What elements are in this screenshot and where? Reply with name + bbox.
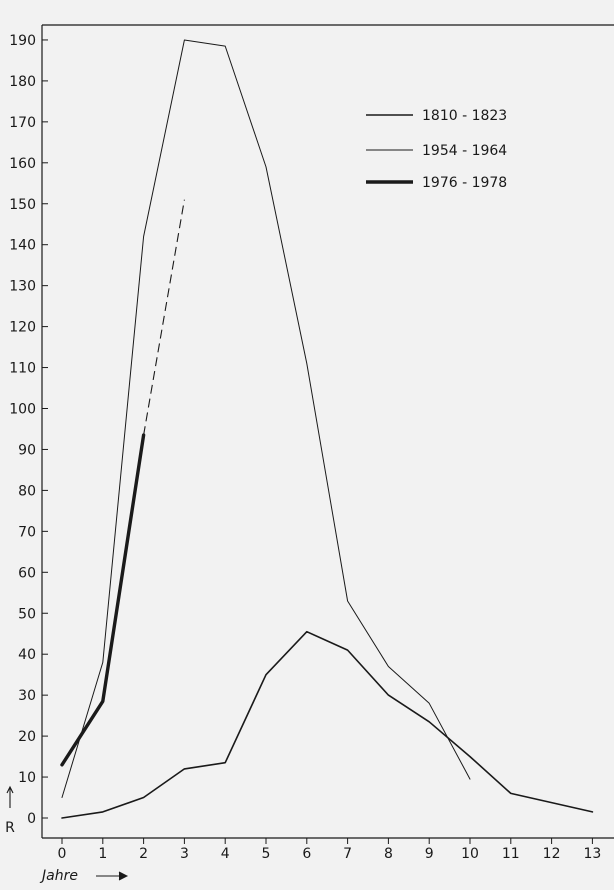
series-extrapolation-3: [143, 199, 185, 436]
series-line-3: [60, 433, 146, 767]
y-tick-label: 170: [9, 115, 36, 131]
legend-label-2: 1954 - 1964: [422, 143, 507, 159]
series-line-2: [61, 39, 471, 798]
x-tick-label: 8: [384, 846, 393, 862]
y-tick-label: 100: [9, 402, 36, 418]
x-tick-label: 7: [343, 846, 352, 862]
x-tick-label: 6: [302, 846, 311, 862]
y-tick-label: 50: [18, 606, 36, 622]
x-tick-label: 0: [58, 846, 67, 862]
legend: 1810 - 1823 1954 - 1964 1976 - 1978: [366, 108, 507, 191]
y-tick-label: 60: [18, 565, 36, 581]
axis-labels: R Jahre: [5, 785, 129, 884]
legend-label-1: 1810 - 1823: [422, 108, 507, 124]
plot-frame: [41, 24, 614, 839]
y-tick-label: 80: [18, 483, 36, 499]
x-tick-label: 5: [262, 846, 271, 862]
x-tick-label: 2: [139, 846, 148, 862]
x-tick-label: 10: [461, 846, 479, 862]
y-tick-label: 150: [9, 197, 36, 213]
y-tick-label: 140: [9, 238, 36, 254]
y-tick-label: 110: [9, 361, 36, 377]
x-tick-label: 1: [98, 846, 107, 862]
x-tick-label: 9: [425, 846, 434, 862]
y-tick-label: 40: [18, 647, 36, 663]
y-tick-label: 0: [27, 811, 36, 827]
y-tick-label: 130: [9, 279, 36, 295]
series-lines: [60, 39, 594, 819]
y-axis-arrow-head: [6, 785, 14, 794]
x-tick-label: 13: [583, 846, 601, 862]
x-axis-arrow-head: [118, 871, 129, 881]
y-tick-label: 120: [9, 320, 36, 336]
x-tick-label: 4: [221, 846, 230, 862]
x-tick-label: 12: [543, 846, 561, 862]
y-tick-label: 70: [18, 524, 36, 540]
y-tick-label: 190: [9, 33, 36, 49]
x-axis-label: Jahre: [39, 868, 78, 884]
y-tick-label: 160: [9, 156, 36, 172]
legend-label-3: 1976 - 1978: [422, 175, 507, 191]
y-tick-label: 10: [18, 770, 36, 786]
x-tick-label: 11: [502, 846, 520, 862]
x-tick-label: 3: [180, 846, 189, 862]
y-tick-label: 20: [18, 729, 36, 745]
y-tick-label: 30: [18, 688, 36, 704]
y-tick-label: 90: [18, 442, 36, 458]
x-axis-ticks: 0 1 2 3 4 5 6 7 8 9 10 11 12 13: [58, 838, 601, 862]
y-axis-ticks: 0 10 20 30 40 50 60 70 80 90 100 110 120 130 140 150 160…: [9, 33, 48, 827]
series-line-1: [61, 630, 594, 819]
y-axis-label: R: [5, 820, 15, 836]
y-tick-label: 180: [9, 74, 36, 90]
